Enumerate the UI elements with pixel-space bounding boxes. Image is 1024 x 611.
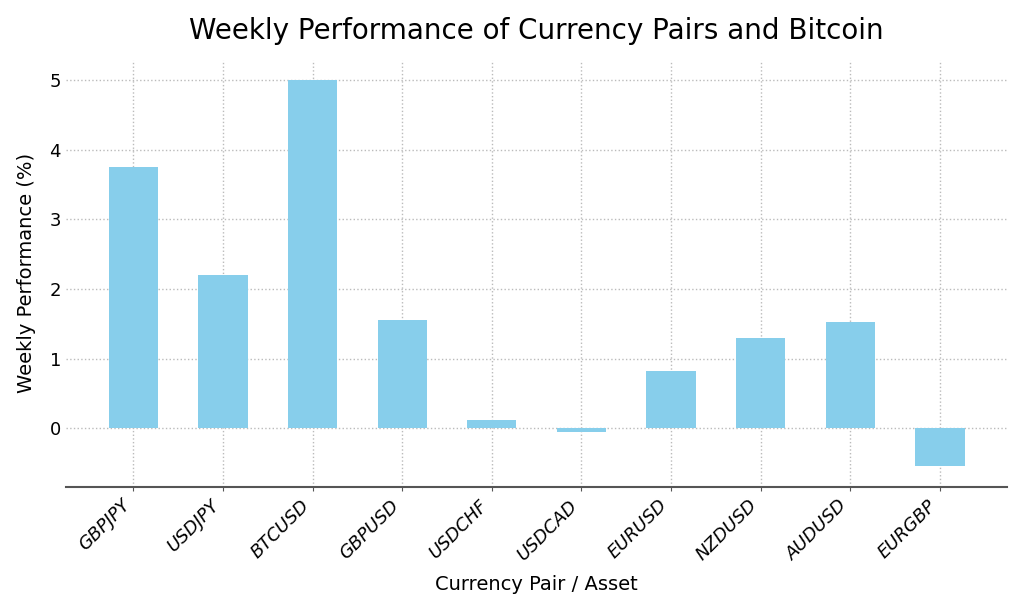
Bar (825, 323, 874, 428)
X-axis label: Currency Pair / Asset: Currency Pair / Asset (435, 576, 638, 595)
Bar (736, 338, 785, 428)
Bar (199, 275, 248, 428)
Y-axis label: Weekly Performance (%): Weekly Performance (%) (16, 153, 36, 393)
Title: Weekly Performance of Currency Pairs and Bitcoin: Weekly Performance of Currency Pairs and… (189, 16, 884, 45)
Bar (915, 428, 965, 466)
Bar (557, 428, 606, 431)
Bar (467, 420, 516, 428)
Bar (109, 167, 158, 428)
Bar (378, 320, 427, 428)
Bar (288, 81, 337, 428)
Bar (646, 371, 695, 428)
